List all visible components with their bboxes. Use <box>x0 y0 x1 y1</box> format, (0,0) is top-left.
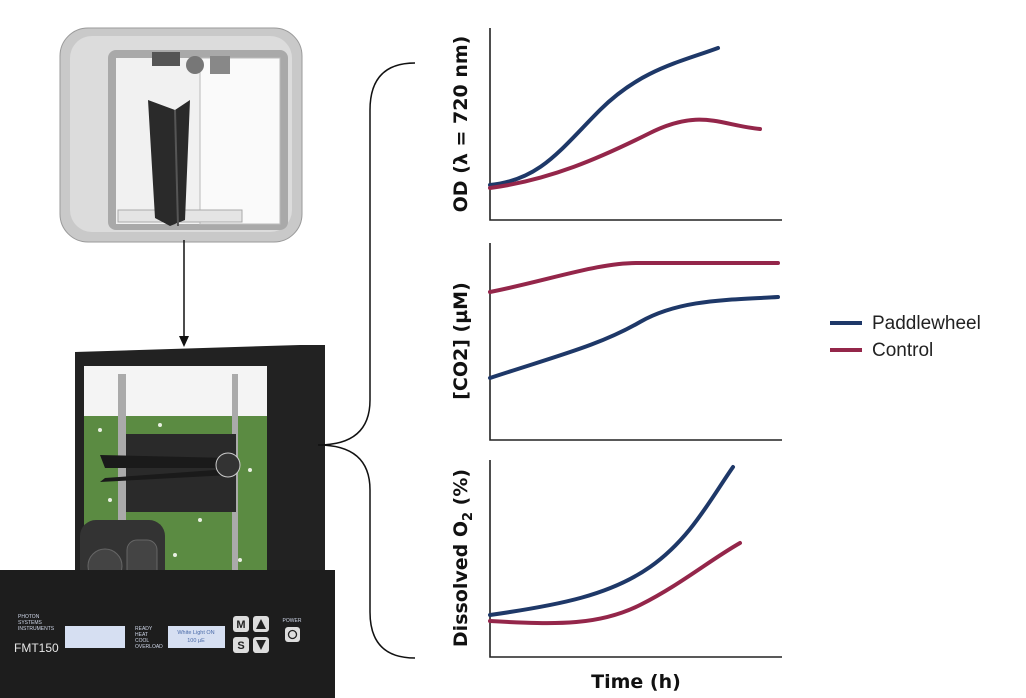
curve <box>490 263 778 292</box>
y-axis-label: Dissolved O2 (%) <box>450 469 476 647</box>
x-axis-label: Time (h) <box>591 671 681 693</box>
figure: White Light ON 100 µE PHOTON SYSTEMS INS… <box>0 0 1026 698</box>
label-part: (%) <box>450 469 472 512</box>
legend-label: Paddlewheel <box>872 313 981 334</box>
model: FMT150 <box>14 641 59 655</box>
label-part: Dissolved O <box>450 521 472 647</box>
curve <box>490 297 778 378</box>
button: M <box>236 619 245 631</box>
y-axis-label: OD (λ = 720 nm) <box>450 36 472 213</box>
arrow <box>179 240 189 347</box>
printer <box>60 28 302 242</box>
photobioreactor: White Light ON 100 µE PHOTON SYSTEMS INS… <box>0 345 335 698</box>
display-line: White Light ON <box>177 630 214 636</box>
curve <box>490 467 733 615</box>
curve <box>490 120 760 188</box>
display-line: 100 µE <box>187 638 205 644</box>
button: S <box>237 640 244 652</box>
brand: INSTRUMENTS <box>18 626 55 632</box>
label-subscript: 2 <box>461 512 476 521</box>
legend-label: Control <box>872 340 933 361</box>
status: OVERLOAD <box>135 644 163 650</box>
curve <box>490 48 718 185</box>
brace <box>318 63 415 658</box>
y-axis-label: [CO2] (µM) <box>450 282 472 400</box>
axes <box>490 28 782 657</box>
power-label: POWER <box>283 618 302 624</box>
